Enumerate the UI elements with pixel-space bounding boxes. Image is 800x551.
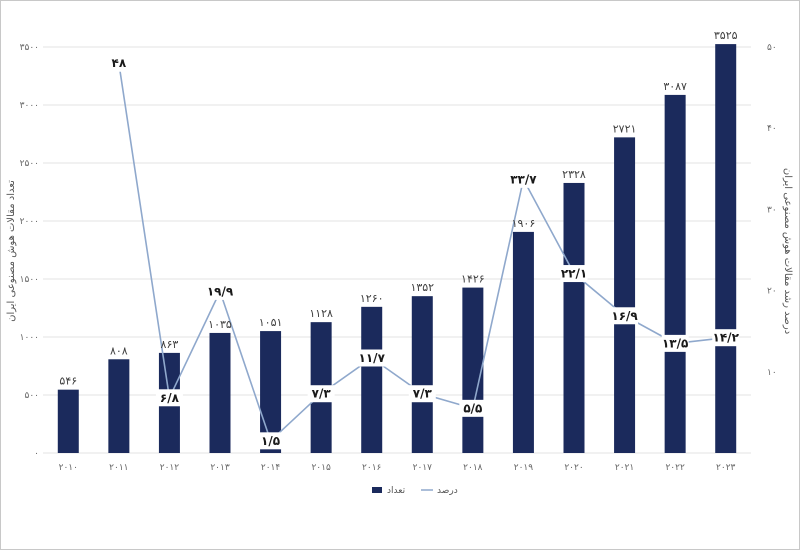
pct-label-box [307,385,335,403]
y-tick-label: ۳۵۰۰ [20,43,39,53]
bar [411,296,433,453]
y-tick-label: ۲۰۰۰ [20,217,39,227]
x-tick-label: ۲۰۱۱ [109,463,128,473]
x-tick-label: ۲۰۲۱ [615,463,634,473]
pct-label-box [712,329,740,347]
bar-value-label: ۲۷۲۱ [613,122,637,135]
y-tick-label: ۱۵۰۰ [20,275,39,285]
y2-tick-label: ۱۰ [767,368,777,378]
pct-label-box [408,385,436,403]
y-tick-label: ۲۵۰۰ [20,159,39,169]
y2-tick-label: ۵۰ [767,43,777,53]
bar-value-label: ۱۰۵۱ [259,316,283,329]
y-axis-right: ۱۰ ۲۰ ۳۰ ۴۰ ۵۰ [767,43,777,378]
pct-value-label: ۱/۵ [261,434,280,448]
pct-value-label: ۵/۵ [463,401,482,415]
bar-value-label: ۸۰۸ [110,344,128,357]
bar-value-label: ۵۴۶ [59,375,77,388]
x-tick-label: ۲۰۱۹ [514,463,534,473]
bar-value-label: ۱۱۲۸ [309,307,333,320]
x-axis: ۲۰۱۰ ۲۰۱۱ ۲۰۱۲ ۲۰۱۳ ۲۰۱۴ ۲۰۱۵ ۲۰۱۶ ۲۰۱۷ ۲۰۱۸ ۲۰۱۹… [59,463,736,473]
bar [108,359,130,453]
y-axis-title: تعداد مقالات هوش مصنوعی ایران [6,180,17,322]
pct-value-label: ۱۹/۹ [207,284,234,298]
x-tick-label: ۲۰۲۲ [665,463,685,473]
bar-value-label: ۱۲۶۰ [360,292,384,305]
pct-value-label: ۶/۸ [160,391,180,405]
bar [361,306,383,453]
y-tick-label: ۳۰۰۰ [20,101,39,111]
bar-value-label: ۲۳۲۸ [562,168,586,181]
x-tick-label: ۲۰۱۷ [413,463,433,473]
pct-value-label: ۷/۳ [312,387,332,401]
pct-label-box [611,307,639,325]
pct-value-label: ۱۶/۹ [611,309,638,323]
x-tick-label: ۲۰۲۰ [564,463,583,473]
bar [209,332,231,453]
pct-label-box [105,54,133,72]
pct-label-box [257,432,285,450]
bar-value-label: ۸۶۳ [161,338,179,351]
pct-label-box [560,265,588,283]
x-tick-label: ۲۰۱۸ [463,463,483,473]
bar-value-label: ۳۰۸۷ [663,80,687,93]
pct-value-label: ۱۴/۲ [713,331,740,345]
pct-label-box [206,282,234,300]
y-axis-left: ۰ ۵۰۰ ۱۰۰۰ ۱۵۰۰ ۲۰۰۰ ۲۵۰۰ ۳۰۰۰ ۳۵۰۰ [20,43,39,459]
bar-value-label: ۳۵۲۵ [714,29,738,42]
pct-value-label: ۳۳/۷ [510,172,537,186]
y2-axis-title: درصد رشد مقالات هوش مصنوعی ایران [782,168,793,334]
bar [512,231,534,453]
legend-label-bar: تعداد [387,486,406,496]
y2-tick-label: ۲۰ [767,287,777,297]
bar [260,331,282,453]
x-tick-label: ۲۰۱۲ [160,463,180,473]
pct-value-label: ۲۲/۱ [561,267,587,281]
y2-tick-label: ۳۰ [767,205,777,215]
bar [715,44,737,453]
bar [57,389,79,453]
legend: تعداد درصد [372,486,458,496]
pct-label-box [358,349,386,367]
y-tick-label: ۵۰۰ [24,391,39,401]
pct-value-label: ۷/۳ [413,387,433,401]
bar-value-label: ۱۴۲۶ [461,273,485,286]
bar-value-label: ۱۰۳۵ [208,318,232,331]
x-tick-label: ۲۰۱۵ [311,463,331,473]
x-tick-label: ۲۰۲۳ [716,463,736,473]
bar [462,287,484,453]
pct-value-label: ۱۱/۷ [359,351,386,365]
bar [614,137,636,453]
bar-value-label: ۱۹۰۶ [512,217,536,230]
bar [664,94,686,454]
x-tick-label: ۲۰۱۰ [59,463,78,473]
x-tick-label: ۲۰۱۳ [210,463,230,473]
data-labels: ۵۴۶ ۸۰۸ ۸۶۳ ۱۰۳۵ ۱۰۵۱ ۱۱۲۸ ۱۲۶۰ ۱۳۵۲ ۱۴۲۶ ۱۹۰۶ ۲۳۲… [59,29,740,450]
y-tick-label: ۱۰۰۰ [20,333,39,343]
pct-label-box [459,399,487,417]
legend-swatch-bar [372,487,382,493]
gridlines [43,46,751,454]
x-tick-label: ۲۰۱۶ [362,463,382,473]
pct-label-box [661,334,689,352]
pct-value-label: ۱۳/۵ [662,336,688,350]
bar-value-label: ۱۳۵۲ [410,281,434,294]
y-tick-label: ۰ [34,449,39,459]
y2-tick-label: ۴۰ [767,124,777,134]
legend-label-line: درصد [437,486,458,496]
bar [563,182,585,453]
pct-value-label: ۴۸ [112,56,127,70]
pct-label-box [155,389,183,407]
pct-label-box [509,170,537,188]
x-tick-label: ۲۰۱۴ [261,463,281,473]
